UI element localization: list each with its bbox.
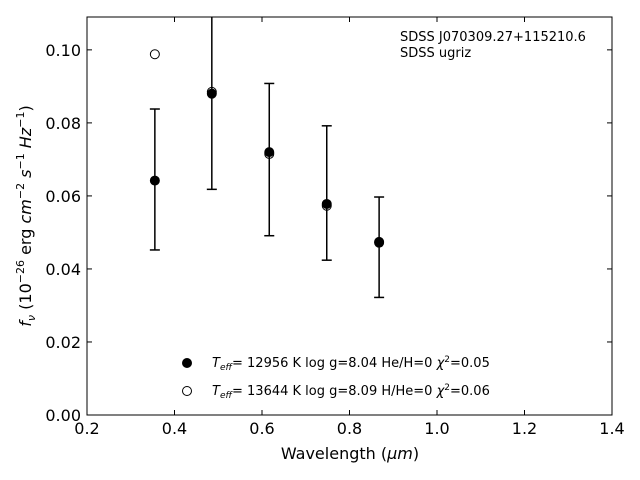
legend-label-filled: Teff= 12956 K log g=8.04 He/H=0 χ2=0.05 (212, 355, 490, 373)
x-tick-label: 1.0 (424, 419, 449, 438)
y-tick-label: 0.04 (45, 260, 81, 279)
annotation-survey: SDSS ugriz (400, 46, 471, 61)
x-tick-label: 1.4 (599, 419, 624, 438)
data-point-filled (149, 175, 160, 186)
legend-marker-open (182, 386, 192, 396)
data-point-open (374, 237, 385, 248)
x-axis-label: Wavelength (μm) (281, 444, 419, 463)
data-point-open (149, 49, 160, 60)
errorbars-layer (149, 17, 385, 299)
legend-label-open: Teff= 13644 K log g=8.09 H/He=0 χ2=0.06 (212, 383, 490, 401)
data-point-open (321, 200, 332, 211)
y-tick-label: 0.10 (45, 41, 81, 60)
y-axis-label: fν (10−26 erg cm−2 s−1 Hz−1) (14, 105, 38, 326)
annotation-object: SDSS J070309.27+115210.6 (400, 30, 586, 45)
x-tick-label: 0.8 (337, 419, 362, 438)
x-tick-label: 1.2 (512, 419, 537, 438)
y-tick-label: 0.06 (45, 187, 81, 206)
x-tick-label: 0.2 (74, 419, 99, 438)
legend-marker-filled (182, 358, 192, 368)
y-tick-label: 0.08 (45, 114, 81, 133)
x-tick-label: 0.4 (162, 419, 187, 438)
ticks-layer: 0.2 0.4 0.6 0.8 1.0 1.2 1.4 0.00 0.02 0.04 0.06 0.0… (45, 17, 625, 438)
y-tick-label: 0.00 (45, 406, 81, 425)
legend: Teff= 12956 K log g=8.04 He/H=0 χ2=0.05 … (182, 355, 490, 401)
y-tick-label: 0.02 (45, 333, 81, 352)
markers-layer (149, 49, 385, 248)
data-point-open (206, 86, 217, 97)
x-tick-label: 0.6 (249, 419, 274, 438)
data-point-open (264, 148, 275, 159)
